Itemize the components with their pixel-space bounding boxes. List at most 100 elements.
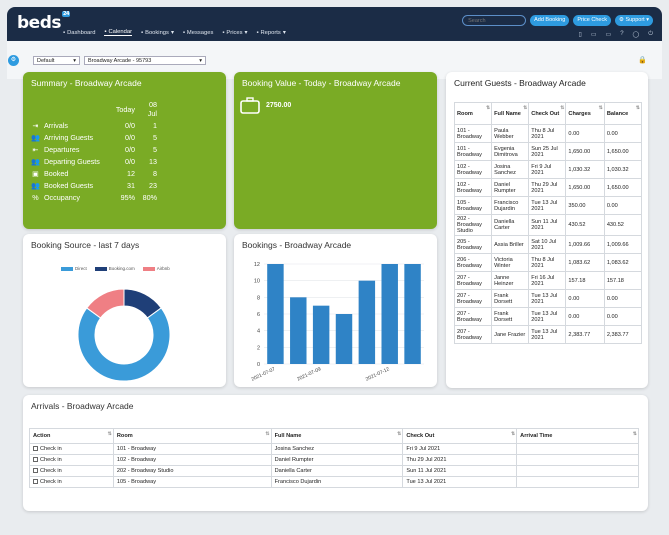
sort-icon[interactable]: ⇅ — [107, 431, 112, 437]
calendar-icon: ▪ — [104, 29, 107, 35]
nav-bookings[interactable]: ▪ Bookings ▾ — [141, 29, 174, 36]
table-row[interactable]: 101 - Broadway Evgenia Dimitrova Sun 25 Ju… — [453, 142, 643, 161]
table-row[interactable]: 202 - Broadway Studio Daniella Carter Sun … — [453, 214, 643, 236]
table-cell: 157.18 — [565, 271, 605, 290]
pie-slice-airbnb[interactable] — [86, 288, 125, 319]
sort-icon[interactable]: ⇅ — [560, 105, 565, 111]
column-header-label: Action — [33, 433, 51, 439]
cell-text: Josina Sanchez — [274, 446, 315, 452]
table-row[interactable]: 101 - Broadway Paula Webber Thu 8 Jul 2021… — [453, 124, 643, 143]
logout-icon[interactable]: ⏻ — [648, 31, 653, 37]
table-cell: Daniel Rumpter — [270, 454, 404, 466]
table-row[interactable]: 207 - Broadway Janne Heinzer Fri 16 Jul 20… — [453, 271, 643, 290]
lock-icon[interactable]: 🔒 — [638, 57, 647, 64]
property-select[interactable]: Broadway Arcade - 95793 ▾ — [84, 56, 206, 65]
summary-row: ⇥ Arrivals 0/0 1 — [29, 119, 159, 131]
table-row[interactable]: 207 - Broadway Frank Dorsett Tue 13 Jul 20… — [453, 307, 643, 326]
summary-label: Booked — [43, 168, 69, 178]
checkin-label: Check in — [40, 479, 62, 485]
checkin-checkbox[interactable] — [33, 479, 38, 485]
bar[interactable] — [335, 314, 353, 364]
sort-icon[interactable]: ⇅ — [485, 105, 491, 111]
percent-icon: % — [32, 192, 39, 202]
checkin-checkbox[interactable] — [33, 468, 38, 474]
summary-table: Today 08 Jul ⇥ Arrivals 0/0 1 👥 Arriving Guest… — [29, 99, 159, 203]
user-icon[interactable]: ◯ — [632, 32, 640, 38]
sort-icon[interactable]: ⇅ — [265, 431, 270, 437]
mobile-icon[interactable]: ▯ — [578, 32, 582, 38]
top-navbar: beds 24 ▪ Dashboard ▪ Calendar ▪ Bookings ▾ ▪ Mes… — [7, 7, 662, 41]
column-header[interactable]: Room ⇅ — [453, 102, 493, 125]
bar[interactable] — [404, 264, 421, 364]
bar[interactable] — [312, 305, 330, 364]
table-cell: Josina Sanchez — [270, 443, 404, 455]
nav-calendar[interactable]: ▪ Calendar — [104, 29, 133, 36]
table-row[interactable]: 207 - Broadway Jane Frazier Tue 13 Jul 202… — [453, 325, 643, 344]
table-cell: Josina Sanchez — [491, 160, 530, 179]
table-row[interactable]: 102 - Broadway Daniel Rumpter Thu 29 Jul 2… — [453, 178, 643, 197]
nav-messages[interactable]: ▪ Messages — [183, 29, 213, 36]
table-cell: Tue 13 Jul 2021 — [402, 476, 518, 488]
column-header[interactable]: Check Out ⇅ — [402, 428, 518, 444]
table-row[interactable]: 102 - Broadway Josina Sanchez Fri 9 Jul 20… — [453, 160, 643, 179]
sort-icon[interactable]: ⇅ — [598, 105, 603, 111]
pie-legend: Direct Booking.com Airbnb — [61, 266, 170, 271]
support-button[interactable]: ⚙ Support ▾ — [614, 15, 653, 26]
table-cell: Thu 8 Jul 2021 — [528, 253, 567, 272]
y-tick-label: 6 — [257, 312, 260, 318]
sort-icon[interactable]: ⇅ — [510, 431, 516, 437]
price-icon: ▪ — [222, 29, 225, 36]
summary-today-value: 0/0 — [125, 132, 135, 142]
logo[interactable]: beds 24 — [17, 11, 70, 33]
view-select[interactable]: Default ▾ — [33, 56, 80, 65]
tablet-icon[interactable]: ▭ — [590, 32, 597, 38]
column-header-label: Balance — [606, 110, 629, 117]
checkin-checkbox[interactable] — [33, 446, 38, 452]
settings-gear-icon[interactable]: ⚙ — [8, 55, 19, 66]
price-check-button[interactable]: Price Check — [573, 15, 611, 26]
sort-icon[interactable]: ⇅ — [632, 431, 637, 437]
table-row[interactable]: 205 - Broadway Assia Briller Sat 10 Jul 20… — [453, 235, 643, 254]
table-row: Check in 102 - Broadway Daniel Rumpter Thu … — [29, 454, 639, 466]
column-header[interactable]: Room ⇅ — [112, 428, 272, 444]
table-cell: 1,030.32 — [603, 160, 643, 179]
logo-badge: 24 — [62, 11, 70, 18]
table-cell: 157.18 — [603, 271, 643, 290]
column-header[interactable]: Full Name ⇅ — [270, 428, 404, 444]
search-input[interactable] — [462, 15, 527, 26]
question-icon[interactable]: ? — [620, 31, 624, 37]
chevron-down-icon: ▾ — [199, 58, 202, 64]
bar[interactable] — [290, 297, 307, 364]
table-row[interactable]: 105 - Broadway Francisco Dujardin Tue 13 J… — [453, 196, 643, 215]
column-header-label: Check Out — [531, 110, 560, 117]
pie-slice-direct[interactable] — [77, 307, 171, 382]
table-cell: Check in — [29, 476, 114, 488]
nav-prices[interactable]: ▪ Prices ▾ — [222, 29, 247, 36]
sort-icon[interactable]: ⇅ — [397, 431, 402, 437]
table-row[interactable]: 207 - Broadway Frank Dorsett Tue 13 Jul 20… — [453, 289, 643, 308]
checkin-label: Check in — [40, 468, 62, 474]
nav-dashboard[interactable]: ▪ Dashboard — [63, 29, 95, 36]
column-header[interactable]: Arrival Time ⇅ — [516, 428, 639, 444]
table-row[interactable]: 206 - Broadway Victoria Winter Thu 8 Jul 2… — [453, 253, 643, 272]
table-cell: 0.00 — [603, 289, 643, 308]
column-header[interactable]: Balance ⇅ — [603, 102, 643, 125]
checkin-checkbox[interactable] — [33, 457, 38, 463]
bar[interactable] — [267, 264, 284, 364]
column-header[interactable]: Charges ⇅ — [565, 102, 605, 125]
sort-icon[interactable]: ⇅ — [635, 105, 640, 111]
bar[interactable] — [358, 280, 376, 364]
column-header[interactable]: Action ⇅ — [29, 428, 114, 444]
bar[interactable] — [381, 264, 398, 364]
table-cell: 1,030.32 — [565, 160, 605, 179]
table-cell: Tue 13 Jul 2021 — [528, 196, 567, 215]
bar-chart: 0 2 4 6 8 10 12 2021-07-07 2021-07-09 2021-07-12 — [251, 262, 424, 383]
column-header[interactable]: Check Out ⇅ — [528, 102, 567, 125]
add-booking-button[interactable]: Add Booking — [530, 15, 570, 26]
column-header[interactable]: Full Name ⇅ — [491, 102, 530, 125]
summary-today-value: 31 — [127, 180, 135, 190]
monitor-icon[interactable]: ▭ — [605, 32, 612, 38]
nav-reports[interactable]: ▪ Reports ▾ — [256, 29, 285, 36]
sort-icon[interactable]: ⇅ — [523, 105, 528, 111]
table-cell: Fri 16 Jul 2021 — [528, 271, 567, 290]
